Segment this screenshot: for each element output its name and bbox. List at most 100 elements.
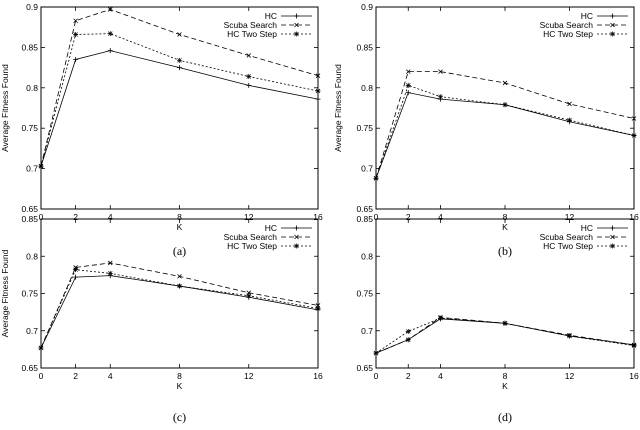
data-point [107,31,113,37]
plot-frame [375,218,635,369]
y-tick-label: 0.85 [21,42,38,52]
data-point [502,80,508,86]
data-point [315,96,321,102]
legend-marker [294,31,299,37]
legend-marker [610,234,615,240]
x-tick-label: 4 [438,371,443,381]
x-tick-label: 0 [39,371,44,381]
legend-label: HC [581,223,593,233]
y-tick-label: 0.65 [21,204,38,214]
y-tick-label: 0.8 [26,251,38,261]
data-point [107,270,113,276]
x-tick-label: 12 [565,371,575,381]
data-point [315,88,321,94]
data-point [373,350,379,356]
x-tick-label: 8 [503,212,508,222]
x-tick-label: 12 [565,212,575,222]
data-point [315,73,321,78]
y-tick-label: 0.65 [356,363,373,373]
legend-label: HC [265,11,277,21]
legend-label: HC Two Step [543,241,593,251]
data-point [177,65,182,71]
series-line-hc-two-step [375,317,635,354]
series-line-hc-two-step [375,84,635,179]
legend-marker [610,22,615,28]
panel-caption: (b) [498,244,512,258]
y-tick-label: 0.7 [361,164,373,174]
chart-panel-2: 0.65 0.7 0.75 0.8 0.85 0.9 0 2 4 8 12 16 K Average Fi… [333,2,639,258]
panel-caption: (d) [498,410,512,424]
legend-marker [610,31,615,37]
y-tick-label: 0.8 [361,251,373,261]
data-point [405,328,411,334]
y-tick-label: 0.8 [26,83,38,93]
legend-marker [610,13,615,19]
y-tick-label: 0.65 [356,204,373,214]
y-tick-label: 0.7 [26,326,38,336]
legend-label: Scuba Search [224,20,278,30]
x-tick-label: 2 [406,212,411,222]
series-line-scuba-search [375,71,635,179]
x-tick-label: 16 [313,371,323,381]
series-line-scuba-search [375,316,635,354]
data-point [246,53,252,58]
data-point [438,69,443,74]
legend-marker [294,13,299,19]
legend-marker [294,225,299,231]
data-point [107,7,113,12]
y-tick-label: 0.75 [21,289,38,299]
x-tick-label: 4 [108,371,113,381]
legend-marker [294,234,299,240]
data-point [631,116,637,121]
legend-label: HC Two Step [227,241,277,251]
data-point [246,73,252,79]
data-point [631,343,637,349]
data-point [405,69,411,74]
legend-marker [610,243,615,249]
data-point [177,32,182,37]
y-tick-label: 0.65 [21,363,38,373]
y-tick-label: 0.8 [361,83,373,93]
x-tick-label: 12 [244,371,254,381]
data-point [567,101,572,107]
x-tick-label: 8 [177,212,182,222]
series-line-scuba-search [40,262,319,349]
x-tick-label: 12 [244,212,254,222]
panel-caption: (c) [173,410,186,424]
data-point [567,117,572,123]
x-tick-label: 0 [39,212,44,222]
data-point [405,82,411,88]
x-tick-label: 16 [629,212,639,222]
series-line-hc [40,50,319,167]
data-point [177,57,182,63]
y-axis-label: Average Fitness Found [0,64,10,152]
chart-panel-1: 0.65 0.7 0.75 0.8 0.85 0.9 0 2 4 8 12 16 K Average Fi… [0,2,323,258]
y-tick-label: 0.85 [356,42,373,52]
data-point [38,345,44,351]
data-point [631,132,637,138]
data-point [246,82,252,88]
data-point [73,18,78,24]
plot-frame [375,6,635,210]
y-tick-label: 0.7 [26,164,38,174]
legend-marker [294,243,299,249]
series-line-hc [375,318,635,354]
x-tick-label: 4 [438,212,443,222]
data-point [73,31,79,37]
y-tick-label: 0.9 [26,2,38,12]
y-tick-label: 0.75 [356,289,373,299]
data-point [567,333,572,339]
x-tick-label: 8 [503,371,508,381]
panel-caption: (a) [173,244,186,258]
data-point [438,94,443,100]
data-point [107,260,113,266]
y-axis-label: Average Fitness Found [0,249,10,337]
x-axis-label: K [177,381,183,391]
x-axis-label: K [502,381,508,391]
data-point [73,57,79,63]
data-point [107,48,113,54]
legend-marker [294,22,299,28]
x-tick-label: 0 [374,212,379,222]
